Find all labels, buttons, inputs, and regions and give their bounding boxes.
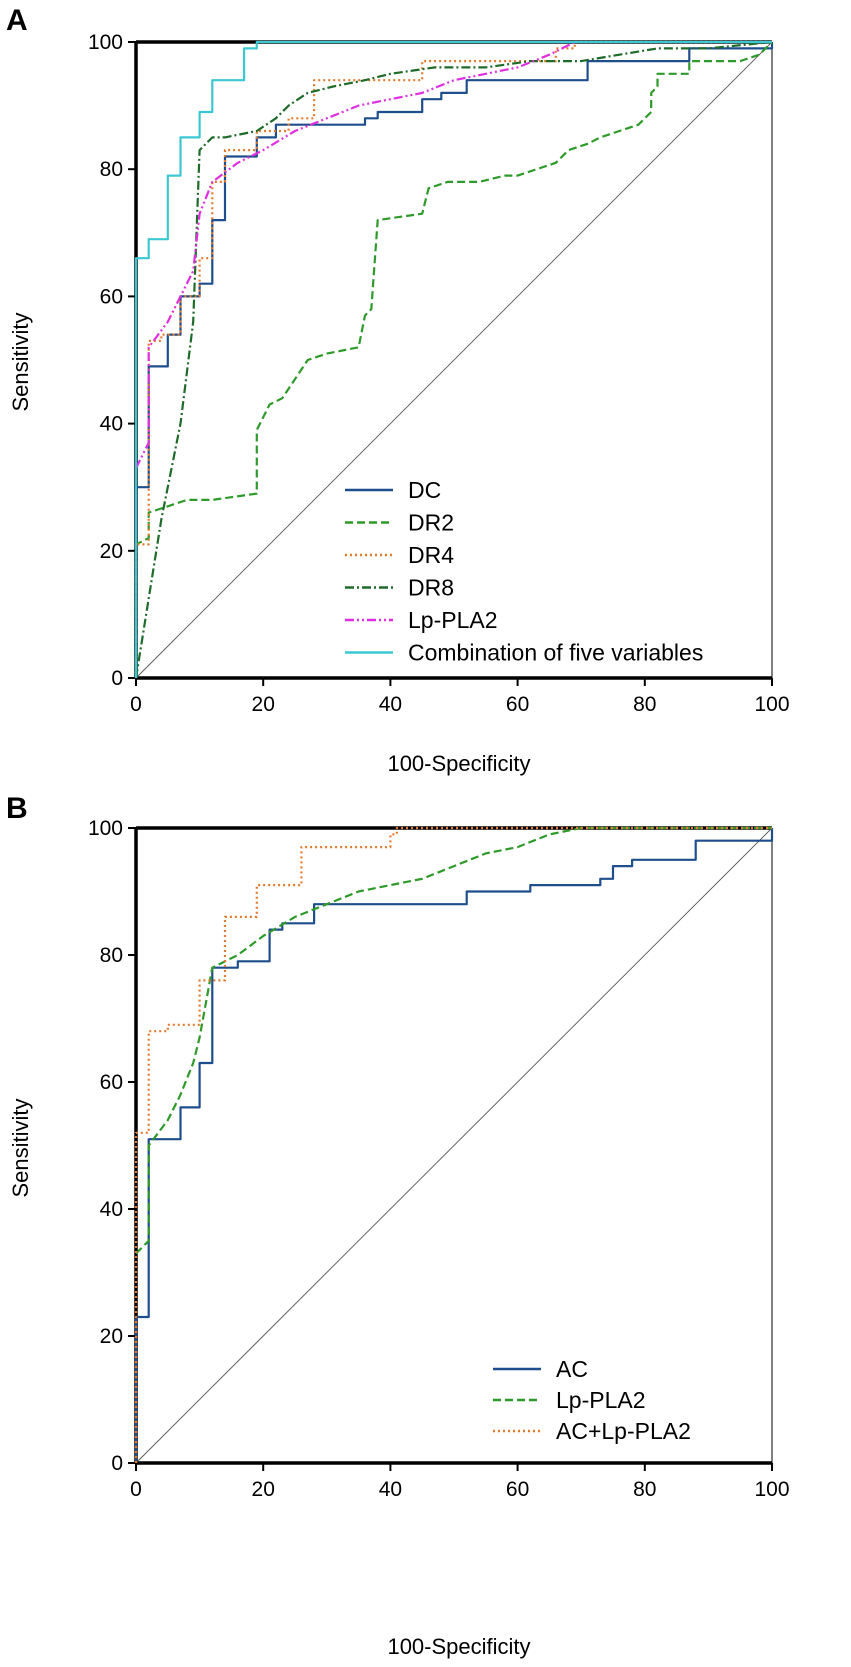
- x-tick-label: 0: [130, 693, 142, 716]
- series-line-lp-pla2: [135, 41, 576, 469]
- y-tick-label: 20: [100, 1325, 123, 1348]
- series-line-ac-lp-pla2: [134, 826, 772, 1463]
- x-tick-label: 20: [252, 693, 275, 716]
- legend-label: AC: [556, 1356, 588, 1382]
- reference-diagonal: [135, 827, 773, 1464]
- x-tick-label: 60: [506, 693, 529, 716]
- legend-label: DC: [408, 477, 441, 503]
- series-line-dr2: [134, 41, 773, 678]
- reference-diagonal: [135, 41, 773, 679]
- x-tick-label: 100: [754, 693, 789, 716]
- y-tick-label: 60: [100, 1071, 123, 1094]
- x-tick-label: 100: [754, 1478, 789, 1501]
- y-axis-title-a: Sensitivity: [8, 312, 33, 411]
- legend-label: AC+Lp-PLA2: [556, 1418, 691, 1444]
- x-tick-label: 20: [252, 1478, 275, 1501]
- legend-label: Lp-PLA2: [408, 607, 498, 633]
- y-tick-label: 60: [100, 285, 123, 308]
- legend-label: DR8: [408, 575, 454, 601]
- panel-a: A 0 20 40 60 80 100 0 20 40 60 80 100 DC DR2 DR4 DR8 Lp-…: [6, 4, 790, 776]
- x-tick-label: 40: [379, 1478, 402, 1501]
- panel-b: B 0 20 40 60 80 100 0 20 40 60 80 100 AC Lp-PLA2 AC+Lp…: [6, 792, 790, 1659]
- legend-label: DR2: [408, 510, 454, 536]
- series-line-combination-of-five-variables: [134, 40, 772, 678]
- x-axis-title-a: 100-Specificity: [387, 751, 530, 776]
- series-line-ac: [134, 828, 774, 1463]
- y-tick-label: 100: [88, 31, 123, 54]
- y-tick-label: 40: [100, 413, 123, 436]
- y-tick-label: 100: [88, 817, 123, 840]
- series-line-lp-pla2: [135, 826, 772, 1255]
- legend-a: DC DR2 DR4 DR8 Lp-PLA2 Combination of five va…: [345, 477, 703, 666]
- series-line-dr4: [134, 40, 772, 678]
- legend-label: DR4: [408, 542, 454, 568]
- x-tick-label: 40: [379, 693, 402, 716]
- y-axis-title-b: Sensitivity: [8, 1098, 33, 1197]
- panel-label-a: A: [6, 4, 28, 37]
- legend-label: Lp-PLA2: [556, 1387, 646, 1413]
- x-tick-label: 0: [130, 1478, 142, 1501]
- plot-area-a: 0 20 40 60 80 100 0 20 40 60 80 100 DC DR2 DR4 DR8 Lp-PL…: [88, 31, 790, 716]
- panel-label-b: B: [6, 792, 28, 825]
- x-tick-label: 60: [506, 1478, 529, 1501]
- y-tick-label: 0: [111, 1452, 123, 1475]
- x-axis-title-b: 100-Specificity: [387, 1634, 530, 1659]
- y-tick-label: 0: [111, 667, 123, 690]
- y-tick-label: 80: [100, 158, 123, 181]
- legend-label: Combination of five variables: [408, 640, 703, 666]
- y-tick-label: 80: [100, 944, 123, 967]
- y-tick-label: 40: [100, 1198, 123, 1221]
- plot-area-b: 0 20 40 60 80 100 0 20 40 60 80 100 AC Lp-PLA2 AC+Lp-P…: [88, 817, 790, 1501]
- y-tick-label: 20: [100, 540, 123, 563]
- x-tick-label: 80: [633, 693, 656, 716]
- legend-b: AC Lp-PLA2 AC+Lp-PLA2: [493, 1356, 691, 1444]
- x-tick-label: 80: [633, 1478, 656, 1501]
